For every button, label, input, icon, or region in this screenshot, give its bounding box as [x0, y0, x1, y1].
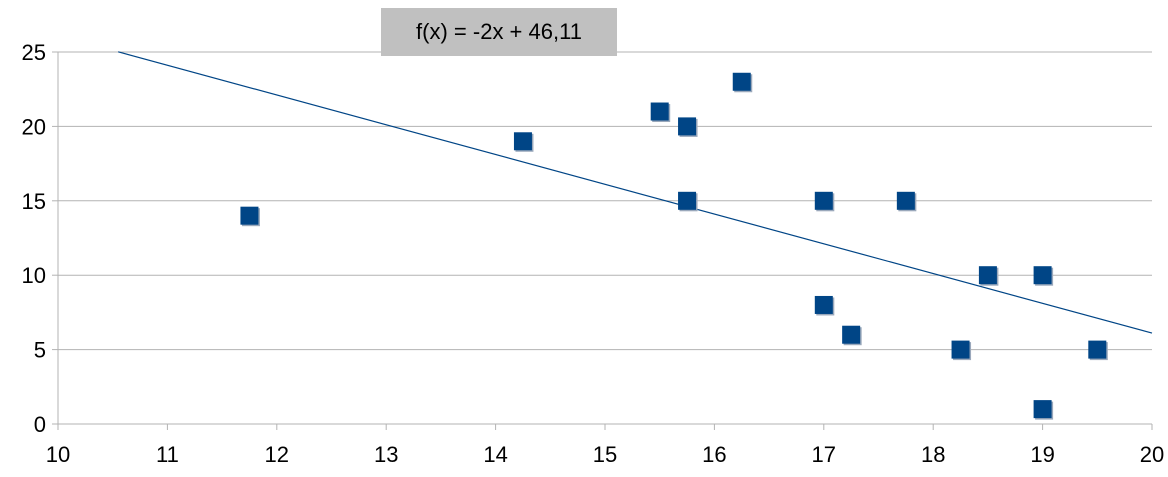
label-layer: 0 5 10 15 20 25 10 11 12 13 14 15 16 17 18 19 20	[22, 40, 1165, 467]
data-point-marker	[732, 72, 751, 91]
point-layer	[240, 72, 1108, 420]
data-point-marker	[978, 266, 997, 285]
x-tick-label: 17	[812, 442, 836, 467]
x-tick-label: 20	[1140, 442, 1164, 467]
data-point-marker	[240, 206, 259, 225]
trendline	[118, 51, 1153, 334]
y-tick-label: 15	[22, 189, 46, 214]
y-tick-label: 25	[22, 40, 46, 65]
x-tick-label: 10	[46, 442, 70, 467]
y-tick-label: 10	[22, 263, 46, 288]
grid-layer	[58, 51, 1152, 425]
x-tick-label: 19	[1030, 442, 1054, 467]
axis-layer	[52, 51, 1153, 430]
x-tick-label: 11	[156, 442, 179, 467]
data-point-marker	[842, 325, 861, 344]
y-tick-label: 0	[34, 412, 46, 437]
data-point	[896, 191, 917, 212]
data-point-marker	[1033, 400, 1052, 419]
data-point-marker	[1088, 340, 1107, 359]
data-point	[1033, 266, 1054, 286]
data-point-marker	[650, 102, 669, 121]
y-tick-label: 20	[22, 114, 46, 139]
x-tick-label: 16	[702, 442, 726, 467]
x-tick-label: 14	[483, 442, 507, 467]
data-point-marker	[678, 191, 697, 210]
trendline-equation-label: f(x) = -2x + 46,11	[381, 8, 617, 56]
data-point	[678, 117, 698, 137]
data-point	[678, 191, 698, 212]
x-tick-label: 15	[593, 442, 617, 467]
data-point-marker	[896, 191, 915, 210]
data-point-marker	[513, 132, 532, 151]
data-point	[842, 325, 862, 346]
data-point	[513, 132, 534, 152]
data-point	[1088, 340, 1108, 361]
data-point	[1033, 400, 1054, 420]
data-point	[951, 340, 972, 361]
data-point-marker	[678, 117, 697, 136]
data-point-marker	[814, 295, 833, 314]
trendline-equation-text: f(x) = -2x + 46,11	[416, 19, 582, 44]
x-tick-label: 12	[265, 442, 289, 467]
data-point	[240, 206, 260, 227]
trend-layer	[118, 51, 1153, 334]
data-point-marker	[814, 191, 833, 210]
data-point-marker	[951, 340, 970, 359]
data-point	[814, 295, 835, 316]
y-tick-label: 5	[34, 338, 46, 363]
data-point	[978, 266, 999, 286]
data-point-marker	[1033, 266, 1052, 285]
data-point	[814, 191, 835, 212]
data-point	[650, 102, 671, 123]
data-point	[732, 72, 753, 93]
x-tick-label: 18	[921, 442, 945, 467]
x-tick-label: 13	[374, 442, 398, 467]
